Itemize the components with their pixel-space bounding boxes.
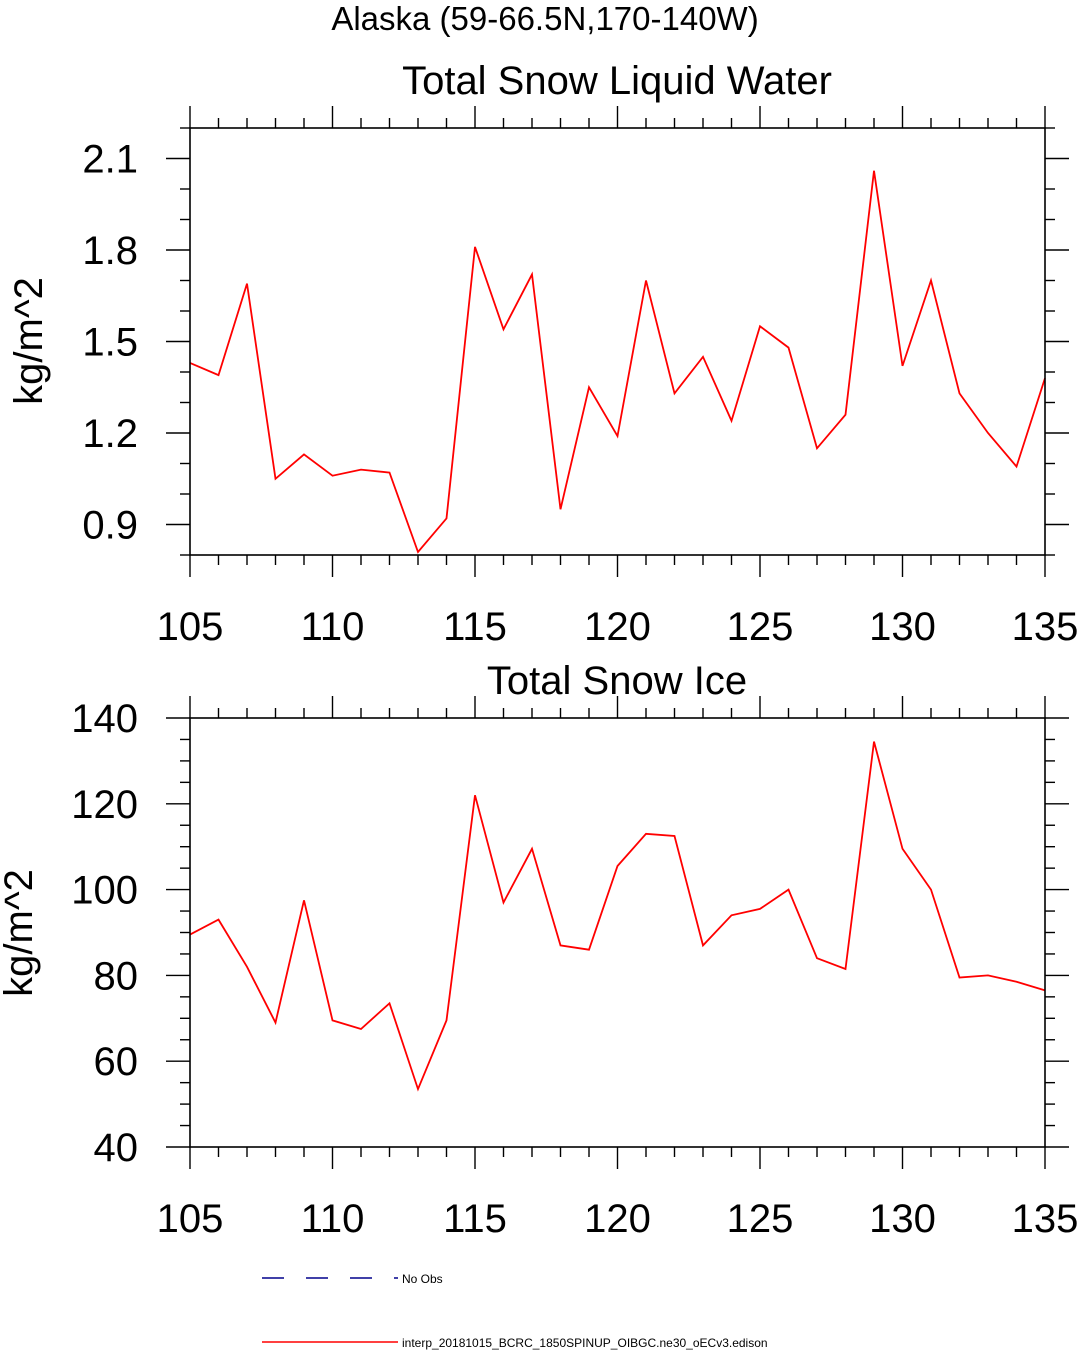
legend: No Obs interp_20181015_BCRC_1850SPINUP_O…	[262, 1272, 768, 1350]
legend-entry-model: interp_20181015_BCRC_1850SPINUP_OIBGC.ne…	[262, 1336, 768, 1350]
x-tick-label: 130	[869, 605, 936, 649]
x-tick-label: 105	[157, 1197, 224, 1241]
y-tick-label: 1.8	[82, 229, 138, 273]
plot-frame	[189, 717, 1046, 1148]
y-tick-label: 2.1	[82, 138, 138, 182]
x-tick-label: 115	[443, 1197, 507, 1241]
y-tick-label: 1.2	[82, 412, 138, 456]
series-layer	[189, 170, 1046, 554]
x-tick-label: 120	[584, 1197, 651, 1241]
y-axis-label: kg/m^2	[0, 869, 41, 997]
y-tick-label: 40	[94, 1126, 139, 1170]
y-tick-label: 140	[71, 697, 138, 741]
y-tick-label: 80	[94, 954, 139, 998]
x-tick-label: 135	[1012, 1197, 1079, 1241]
y-axis-label: kg/m^2	[7, 277, 51, 405]
y-tick-label: 100	[71, 869, 138, 913]
x-tick-label: 105	[157, 605, 224, 649]
y-tick-label: 0.9	[82, 504, 138, 548]
x-tick-label: 110	[301, 605, 365, 649]
x-tick-label: 115	[443, 605, 507, 649]
chart-title: Total Snow Ice	[487, 659, 747, 703]
legend-label-model: interp_20181015_BCRC_1850SPINUP_OIBGC.ne…	[402, 1336, 768, 1350]
panel-snow-liquid-water: Total Snow Liquid Water kg/m^2 105 110 115…	[7, 59, 1078, 649]
chart-title: Total Snow Liquid Water	[402, 59, 832, 103]
y-tick-label: 1.5	[82, 321, 138, 365]
x-tick-label: 110	[301, 1197, 365, 1241]
series-line	[189, 741, 1046, 1092]
legend-entry-no-obs: No Obs	[262, 1272, 443, 1286]
y-tick-label: 60	[94, 1040, 139, 1084]
x-tick-label: 125	[727, 605, 794, 649]
plot-frame	[189, 127, 1046, 556]
x-tick-label: 120	[584, 605, 651, 649]
x-tick-label: 130	[869, 1197, 936, 1241]
panel-snow-ice: Total Snow Ice kg/m^2 105 110 115 120 125 130…	[0, 659, 1078, 1241]
axis-ticks	[166, 106, 1069, 577]
axis-ticks	[166, 696, 1069, 1169]
figure-supertitle: Alaska (59-66.5N,170-140W)	[331, 0, 758, 37]
y-tick-label: 120	[71, 783, 138, 827]
series-layer	[189, 741, 1046, 1092]
tick-labels: 105 110 115 120 125 130 135 40 60 80 100 120 140	[71, 697, 1078, 1241]
series-line	[189, 170, 1046, 554]
tick-labels: 105 110 115 120 125 130 135 0.9 1.2 1.5 1.8 2.1	[82, 138, 1078, 650]
x-tick-label: 135	[1012, 605, 1079, 649]
x-tick-label: 125	[727, 1197, 794, 1241]
legend-label-no-obs: No Obs	[402, 1272, 443, 1286]
